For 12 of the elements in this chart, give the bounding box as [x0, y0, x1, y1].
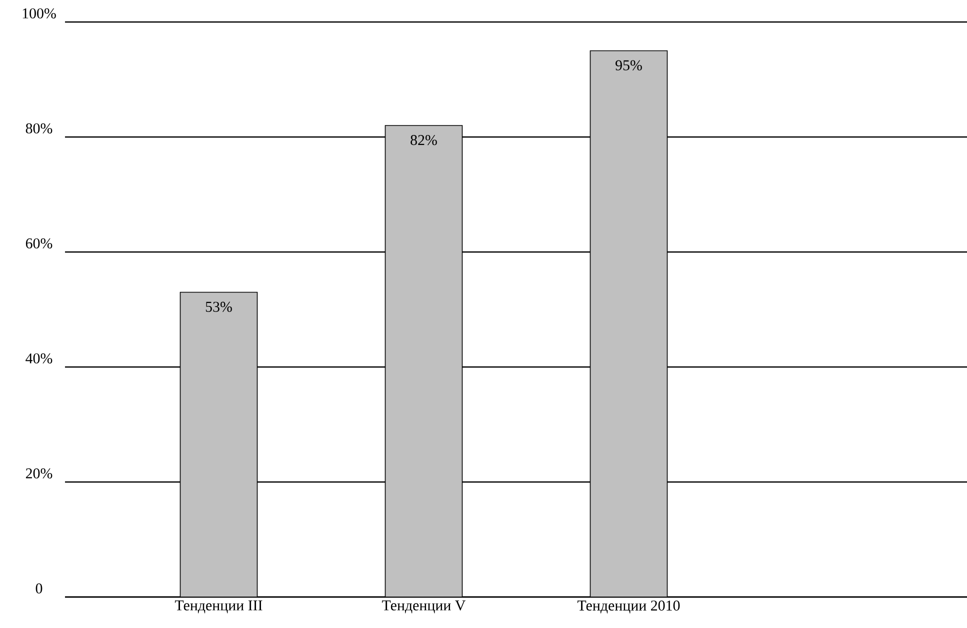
data-label: 82% [410, 135, 437, 146]
x-tick-label: Тенденции III [174, 600, 262, 614]
y-tick-label: 80% [26, 123, 52, 134]
y-tick-label: 0 [36, 583, 42, 594]
x-tick-label: Тенденции V [382, 600, 466, 614]
x-tick-label: Тенденции 2010 [578, 600, 680, 614]
y-tick-label: 60% [26, 238, 52, 248]
y-tick-label: 100% [22, 8, 56, 18]
y-tick-label: 20% [26, 468, 52, 478]
data-label: 53% [206, 302, 232, 312]
data-label: 95% [616, 60, 642, 70]
y-tick-label: 40% [26, 353, 52, 364]
